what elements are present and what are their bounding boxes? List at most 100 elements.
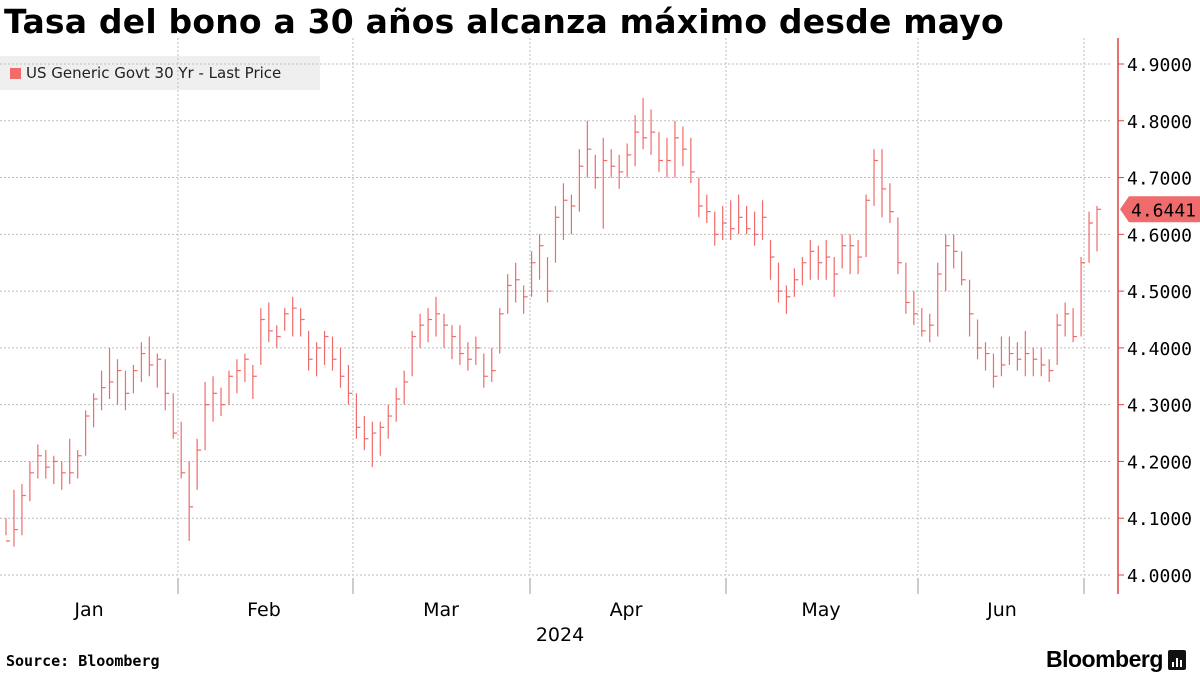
price-bar bbox=[897, 217, 902, 275]
price-bar bbox=[204, 381, 210, 451]
price-bar bbox=[570, 194, 576, 235]
price-bar bbox=[331, 336, 337, 371]
x-tick-label: Mar bbox=[423, 599, 459, 621]
price-bar bbox=[769, 240, 775, 280]
price-bar bbox=[722, 205, 727, 241]
y-tick-label: 4.4000 bbox=[1127, 339, 1192, 360]
price-bar bbox=[443, 313, 448, 348]
price-bar bbox=[148, 336, 154, 377]
price-bar bbox=[100, 370, 106, 411]
price-bar bbox=[323, 330, 329, 365]
price-bar bbox=[634, 115, 640, 167]
price-bar bbox=[953, 234, 958, 269]
price-bar bbox=[562, 183, 568, 241]
price-bar bbox=[363, 416, 369, 451]
x-tick-label: May bbox=[801, 599, 840, 621]
price-bar bbox=[92, 393, 98, 428]
price-bar bbox=[1088, 211, 1094, 263]
price-bar bbox=[260, 308, 265, 365]
price-bar bbox=[594, 154, 600, 189]
price-bar bbox=[419, 313, 425, 348]
price-bar bbox=[825, 240, 831, 280]
price-bar bbox=[753, 211, 759, 246]
grid-lines bbox=[0, 63, 1110, 576]
price-bar bbox=[371, 421, 377, 468]
price-bar bbox=[29, 461, 34, 502]
price-bar bbox=[180, 421, 186, 479]
y-axis: 4.9000 4.8000 4.7000 4.6000 4.5000 4.4000 4.30… bbox=[1117, 38, 1200, 594]
price-bar bbox=[308, 330, 313, 371]
price-bar bbox=[937, 262, 942, 337]
price-bar bbox=[992, 353, 998, 388]
price-bar bbox=[13, 489, 18, 547]
price-bar bbox=[817, 245, 823, 280]
price-bar bbox=[746, 205, 751, 235]
y-tick-label: 4.7000 bbox=[1127, 169, 1192, 190]
price-bar bbox=[395, 387, 401, 422]
price-bar bbox=[252, 364, 257, 399]
price-bar bbox=[347, 364, 353, 405]
price-bar bbox=[387, 404, 393, 439]
price-bar bbox=[499, 308, 504, 354]
price-bar bbox=[777, 262, 783, 303]
brand-name: Bloomberg bbox=[1046, 646, 1163, 672]
price-bar bbox=[132, 364, 138, 394]
price-bar bbox=[379, 421, 385, 456]
x-tick-label: Apr bbox=[610, 599, 643, 621]
y-tick-label: 4.5000 bbox=[1127, 282, 1192, 303]
bloomberg-terminal-icon bbox=[1167, 649, 1186, 670]
price-bar bbox=[491, 347, 496, 382]
price-bar bbox=[268, 302, 273, 343]
y-tick-label: 4.2000 bbox=[1127, 452, 1192, 473]
y-tick-label: 4.8000 bbox=[1127, 112, 1192, 133]
price-bar bbox=[849, 234, 855, 275]
price-bar bbox=[706, 194, 711, 223]
price-bar bbox=[530, 251, 536, 297]
price-bar bbox=[140, 342, 146, 382]
price-bar bbox=[1032, 347, 1038, 377]
price-bar bbox=[674, 120, 679, 178]
price-bar bbox=[761, 200, 767, 241]
price-bar bbox=[730, 200, 735, 241]
price-bar bbox=[411, 330, 417, 377]
price-bar bbox=[602, 137, 608, 229]
price-bar bbox=[45, 450, 50, 479]
price-bar bbox=[1000, 336, 1006, 377]
price-bar bbox=[523, 285, 528, 314]
price-bar bbox=[236, 359, 241, 394]
price-bar bbox=[682, 126, 687, 167]
x-year-label: 2024 bbox=[536, 624, 584, 646]
last-price-tag: 4.6441 bbox=[1120, 196, 1200, 223]
price-bar bbox=[475, 336, 480, 365]
price-bar bbox=[1048, 359, 1054, 382]
y-tick-label: 4.9000 bbox=[1127, 55, 1192, 76]
price-bar bbox=[467, 342, 472, 371]
month-dividers bbox=[177, 38, 1085, 594]
price-bar bbox=[905, 262, 910, 314]
price-bar bbox=[650, 109, 656, 155]
price-bar bbox=[945, 234, 950, 292]
price-bar bbox=[339, 347, 345, 388]
price-bar bbox=[538, 234, 544, 280]
price-bar bbox=[21, 484, 26, 536]
legend-label: US Generic Govt 30 Yr - Last Price bbox=[26, 64, 282, 82]
price-bar bbox=[801, 257, 807, 286]
price-bar bbox=[459, 325, 464, 365]
x-axis-labels: Jan Feb Mar Apr May Jun 2024 bbox=[73, 599, 1016, 646]
price-bar bbox=[108, 347, 114, 399]
price-bar bbox=[507, 274, 512, 314]
y-tick-label: 4.6000 bbox=[1127, 225, 1192, 246]
price-bar bbox=[554, 205, 560, 263]
price-bar bbox=[284, 308, 289, 331]
price-bar bbox=[172, 393, 178, 439]
legend-swatch bbox=[10, 67, 21, 79]
price-bar bbox=[77, 450, 82, 479]
x-tick-label: Jan bbox=[73, 599, 103, 621]
price-bar bbox=[53, 455, 58, 485]
last-price-label: 4.6441 bbox=[1131, 200, 1196, 221]
price-bar bbox=[546, 257, 552, 303]
price-bar bbox=[451, 325, 456, 360]
price-bar bbox=[666, 137, 671, 178]
price-bar bbox=[976, 319, 982, 360]
